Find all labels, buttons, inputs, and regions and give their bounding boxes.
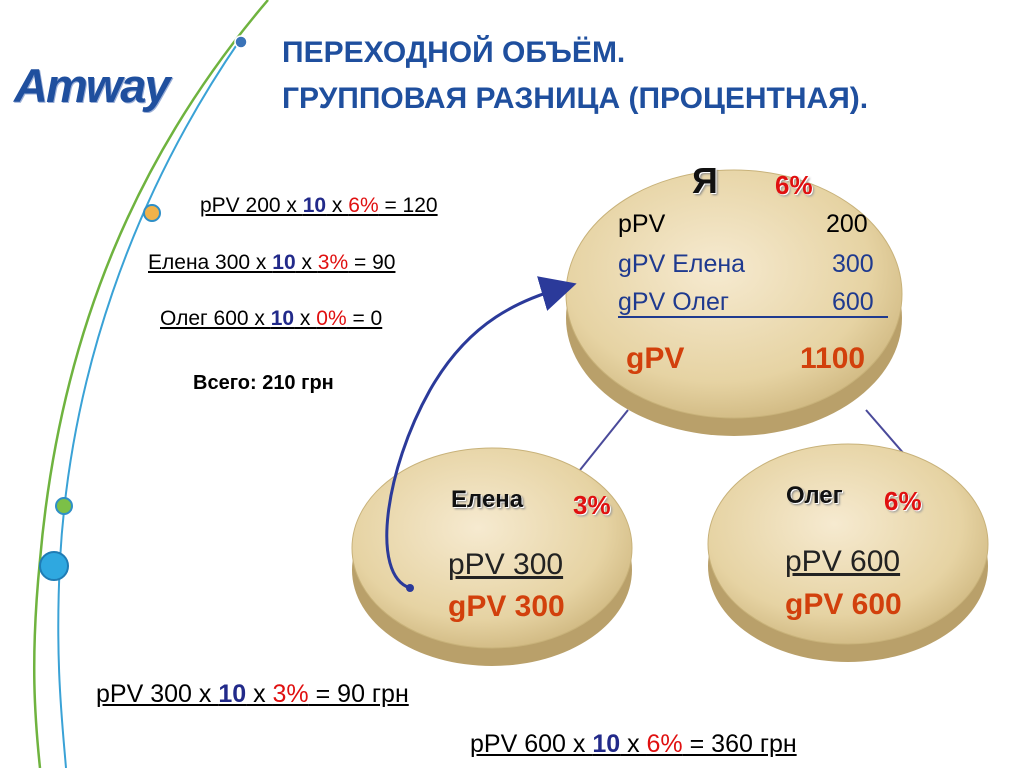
- me-row-oleg-value: 600: [832, 288, 874, 316]
- me-row-ppv-value: 200: [826, 210, 868, 238]
- disc-oleg: [707, 443, 989, 645]
- calc-row-me: pPV 200 х 10 х 6% = 120: [200, 194, 438, 217]
- me-row-ppv-label: pPV: [618, 210, 666, 238]
- decor-curve-blue: [57, 39, 241, 768]
- amway-logo: Amway: [14, 59, 171, 112]
- node-elena-pct: 3%: [573, 490, 611, 520]
- connector-me-elena: [579, 409, 629, 471]
- node-elena-name: Елена: [451, 486, 524, 513]
- decor-dot-green: [55, 497, 73, 515]
- decor-curve-green: [32, 0, 269, 768]
- calc-row-oleg: Олег 600 х 10 х 0% = 0: [160, 307, 383, 330]
- me-row-elena-value: 300: [832, 250, 874, 278]
- node-me-name: Я: [692, 160, 718, 201]
- node-elena-ppv: pPV 300: [448, 548, 564, 581]
- calc-row-elena: Елена 300 х 10 х 3% = 90: [148, 251, 396, 274]
- page-title-line2: ГРУППОВАЯ РАЗНИЦА (ПРОЦЕНТНАЯ).: [282, 82, 869, 115]
- decor-dot-orange: [143, 204, 161, 222]
- node-oleg-name: Олег: [786, 482, 843, 509]
- node-elena-gpv: gPV 300: [448, 590, 565, 623]
- total-label: Всего: 210 грн: [193, 372, 334, 394]
- arrow-elena-to-me: [385, 276, 577, 590]
- me-gpv-total-value: 1100: [800, 342, 866, 375]
- node-me-pct: 6%: [775, 170, 813, 200]
- bottom-calc-oleg: pPV 600 х 10 х 6% = 360 грн: [470, 730, 797, 758]
- node-oleg-ppv: pPV 600: [785, 545, 901, 578]
- decor-dot-blue-large: [39, 551, 69, 581]
- node-oleg-gpv: gPV 600: [785, 588, 902, 621]
- bottom-calc-elena: pPV 300 х 10 х 3% = 90 грн: [96, 680, 409, 708]
- page-title-line1: ПЕРЕХОДНОЙ ОБЪЁМ.: [282, 36, 626, 69]
- me-row-oleg-label: gPV Олег: [618, 288, 729, 316]
- decor-dot-blue-small: [234, 35, 248, 49]
- me-row-elena-label: gPV Елена: [618, 250, 746, 278]
- node-oleg-pct: 6%: [884, 486, 922, 516]
- me-gpv-total-label: gPV: [626, 342, 685, 375]
- disc-elena: [351, 447, 633, 649]
- arrow-start-dot: [406, 584, 414, 592]
